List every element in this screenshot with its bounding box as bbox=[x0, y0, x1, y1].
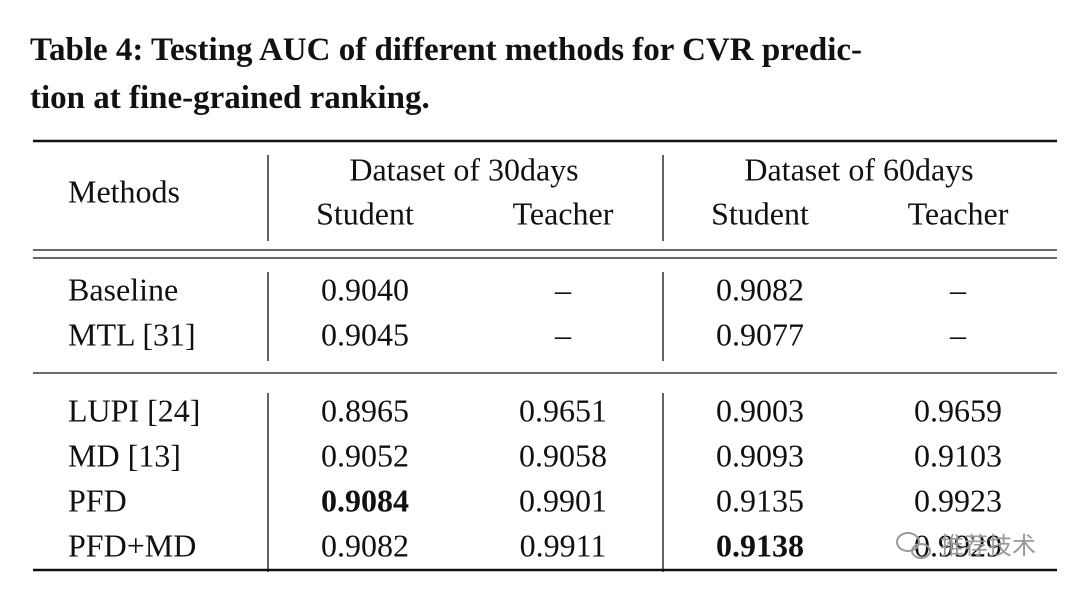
auc-cell: 0.9003 bbox=[716, 392, 804, 428]
caption-line: Table 4: Testing AUC of different method… bbox=[30, 32, 862, 68]
auc-cell: 0.9084 bbox=[321, 482, 409, 518]
caption-line: tion at fine-grained ranking. bbox=[30, 80, 430, 116]
auc-cell: 0.9929 bbox=[914, 527, 1002, 563]
auc-cell: 0.9077 bbox=[716, 316, 804, 352]
method-name: MD [13] bbox=[68, 437, 181, 473]
method-name: MTL [31] bbox=[68, 316, 196, 352]
auc-cell: 0.9923 bbox=[914, 482, 1002, 518]
method-name: LUPI [24] bbox=[68, 392, 200, 428]
auc-cell: – bbox=[554, 271, 572, 307]
auc-cell: 0.9052 bbox=[321, 437, 409, 473]
auc-cell: 0.9135 bbox=[716, 482, 804, 518]
method-name: PFD+MD bbox=[68, 527, 196, 563]
sub-header: Student bbox=[316, 195, 414, 231]
auc-cell: 0.9911 bbox=[520, 527, 607, 563]
method-name: Baseline bbox=[68, 271, 178, 307]
auc-cell: – bbox=[949, 271, 967, 307]
auc-cell: 0.9651 bbox=[519, 392, 607, 428]
auc-cell: 0.9138 bbox=[716, 527, 804, 563]
group-header: Dataset of 30days bbox=[349, 151, 578, 187]
auc-cell: 0.9093 bbox=[716, 437, 804, 473]
sub-header: Teacher bbox=[908, 195, 1009, 231]
sub-header: Teacher bbox=[513, 195, 614, 231]
auc-cell: 0.9659 bbox=[914, 392, 1002, 428]
auc-cell: 0.9082 bbox=[321, 527, 409, 563]
watermark: 推荐技术 bbox=[940, 532, 1036, 560]
auc-cell: 0.9045 bbox=[321, 316, 409, 352]
sub-header: Student bbox=[711, 195, 809, 231]
watermark-icon bbox=[896, 532, 931, 559]
auc-cell: 0.9082 bbox=[716, 271, 804, 307]
method-name: PFD bbox=[68, 482, 127, 518]
auc-cell: – bbox=[554, 316, 572, 352]
auc-cell: 0.9058 bbox=[519, 437, 607, 473]
header-cell: Methods bbox=[68, 173, 180, 209]
auc-cell: 0.9040 bbox=[321, 271, 409, 307]
auc-cell: 0.9901 bbox=[519, 482, 607, 518]
auc-cell: – bbox=[949, 316, 967, 352]
auc-cell: 0.9103 bbox=[914, 437, 1002, 473]
auc-cell: 0.8965 bbox=[321, 392, 409, 428]
group-header: Dataset of 60days bbox=[744, 151, 973, 187]
